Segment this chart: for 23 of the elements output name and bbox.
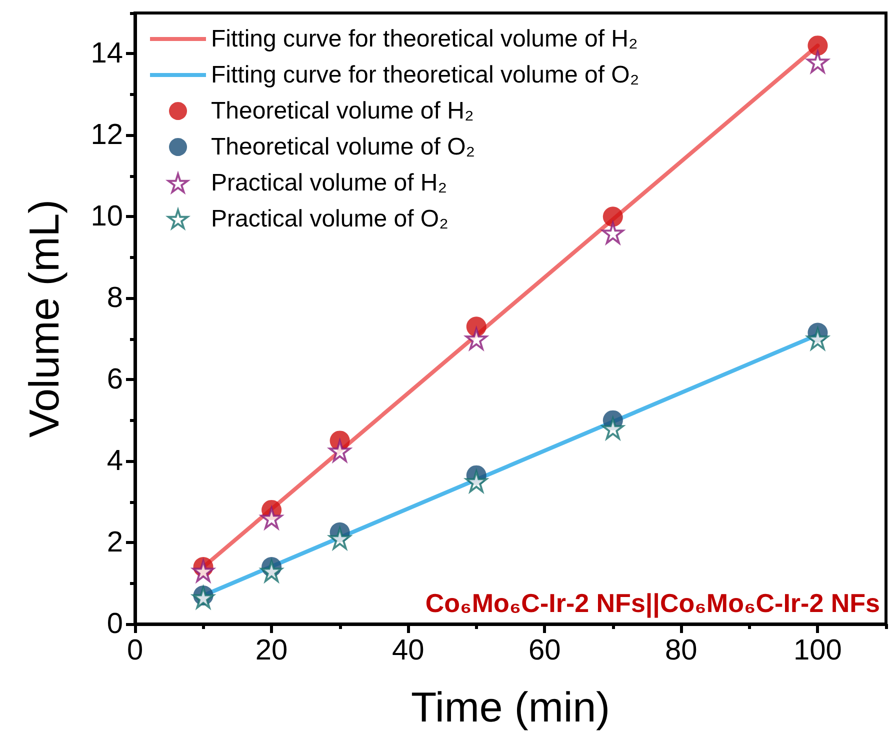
y-axis-title: Volume (mL) [20, 199, 68, 438]
annotation: Co₆Mo₆C-Ir-2 NFs||Co₆Mo₆C-Ir-2 NFs [425, 588, 880, 618]
x-tick-label: 100 [794, 634, 842, 666]
y-tick-label: 2 [106, 526, 123, 559]
legend-label: Practical volume of H₂ [211, 170, 448, 196]
x-tick-label: 20 [255, 634, 288, 666]
y-tick-label: 6 [106, 364, 123, 396]
legend-label: Theoretical volume of O₂ [211, 134, 476, 160]
y-tick-label: 12 [90, 119, 123, 152]
x-tick-label: 40 [392, 634, 424, 666]
legend-label: Theoretical volume of H₂ [211, 98, 474, 124]
x-axis-title: Time (min) [410, 684, 610, 730]
y-tick-label: 4 [106, 445, 123, 478]
y-tick-label: 8 [106, 282, 123, 314]
legend-label: Fitting curve for theoretical volume of H₂ [211, 26, 638, 52]
x-tick-label: 60 [528, 634, 561, 666]
y-tick-label: 10 [90, 200, 123, 233]
legend-label: Practical volume of O₂ [211, 206, 448, 232]
x-tick-label: 0 [126, 634, 144, 666]
y-tick-label: 14 [90, 38, 123, 70]
legend-label: Fitting curve for theoretical volume of O₂ [211, 62, 640, 88]
x-tick-label: 80 [665, 634, 698, 666]
y-tick-label: 0 [106, 608, 123, 640]
